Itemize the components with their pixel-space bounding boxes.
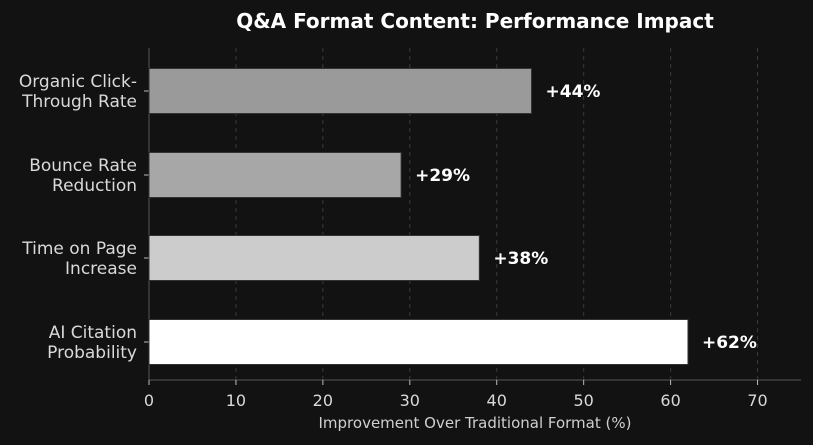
category-label-2-line-0: Time on Page: [21, 239, 137, 259]
bar-3: [148, 319, 689, 365]
bar-0: [148, 68, 533, 114]
data-labels: +44% +29% +38% +62%: [415, 82, 757, 353]
category-label-0-line-1: Through Rate: [21, 92, 137, 112]
data-label-1: +29%: [415, 166, 470, 186]
bar-2: [148, 235, 480, 281]
category-label-3: AI Citation Probability: [47, 323, 137, 363]
category-label-0-line-0: Organic Click-: [19, 72, 137, 92]
category-label-2-line-1: Increase: [65, 259, 137, 279]
x-tick-label-20: 20: [313, 391, 333, 410]
bar-1: [148, 152, 402, 198]
category-label-0: Organic Click-Through Rate: [19, 72, 137, 112]
x-tick-labels: 0 10 20 30 40 50 60 70: [144, 391, 768, 410]
x-axis-title: Improvement Over Traditional Format (%): [319, 414, 632, 432]
x-tick-label-10: 10: [226, 391, 246, 410]
data-label-3: +62%: [702, 333, 757, 353]
category-label-1-line-0: Bounce Rate: [29, 156, 137, 176]
x-tick-label-50: 50: [573, 391, 593, 410]
category-labels: Organic Click-Through Rate Bounce Rate Red…: [19, 72, 137, 363]
category-label-3-line-1: Probability: [47, 343, 137, 363]
category-label-1-line-1: Reduction: [52, 176, 137, 196]
x-tick-label-70: 70: [747, 391, 767, 410]
category-label-2: Time on Page Increase: [21, 239, 137, 279]
x-tick-label-60: 60: [660, 391, 680, 410]
x-tick-label-40: 40: [487, 391, 507, 410]
bars: [148, 68, 689, 365]
data-label-0: +44%: [546, 82, 601, 102]
x-tick-label-30: 30: [400, 391, 420, 410]
x-tick-label-0: 0: [144, 391, 154, 410]
chart-title: Q&A Format Content: Performance Impact: [236, 9, 714, 33]
data-label-2: +38%: [493, 249, 548, 269]
category-label-3-line-0: AI Citation: [49, 323, 137, 343]
category-label-1: Bounce Rate Reduction: [29, 156, 137, 196]
